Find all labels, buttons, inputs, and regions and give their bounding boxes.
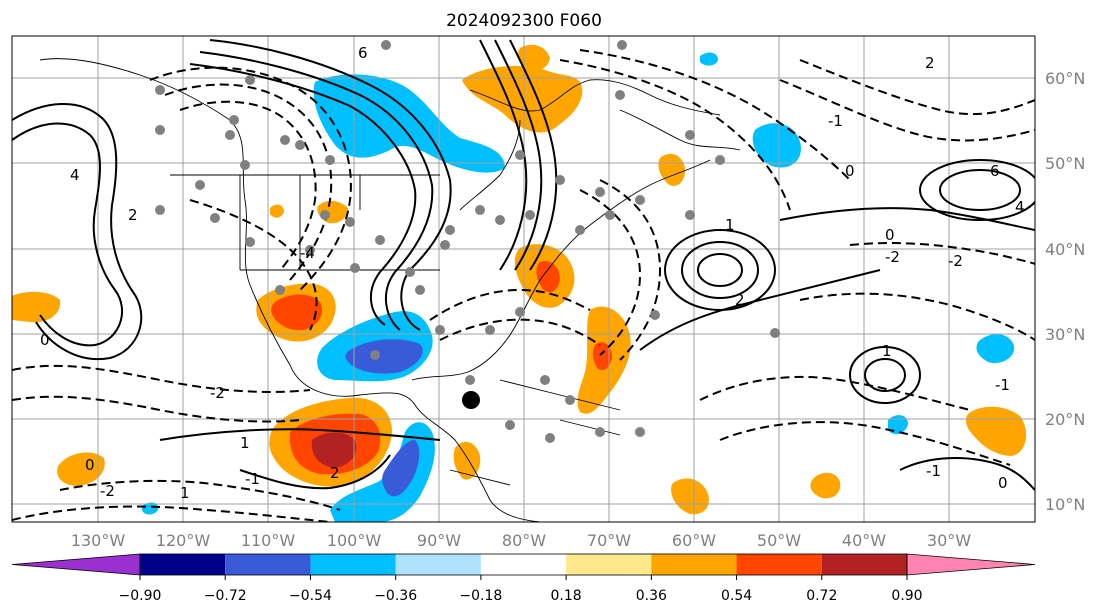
colorbar-segment bbox=[140, 554, 226, 575]
colorbar: −0.90 −0.72 −0.54 −0.36 −0.18 0.18 0.36 0.54 0.7… bbox=[11, 553, 1036, 604]
lat-label: 10°N bbox=[1045, 495, 1085, 514]
colorbar-tick-label: 0.90 bbox=[891, 588, 922, 604]
lon-label: 30°W bbox=[927, 531, 971, 550]
contour-label: 2 bbox=[128, 206, 138, 224]
lon-label: 50°W bbox=[757, 531, 801, 550]
colorbar-segment bbox=[395, 554, 481, 575]
colorbar-extend-low bbox=[11, 553, 141, 576]
lon-label: 130°W bbox=[71, 531, 126, 550]
contour-label: -2 bbox=[210, 384, 225, 402]
contour-label: 6 bbox=[358, 44, 368, 62]
contour-label: 1 bbox=[725, 216, 735, 234]
colorbar-segment bbox=[566, 554, 652, 575]
lat-label: 30°N bbox=[1045, 325, 1085, 344]
positive-anomaly-small-2 bbox=[270, 204, 284, 218]
negative-anomaly-gulf-core bbox=[345, 339, 423, 374]
positive-anomaly-west-pacific bbox=[12, 291, 61, 323]
colorbar-tick-label: −0.36 bbox=[374, 588, 417, 604]
longitude-labels: 130°W 120°W 110°W 100°W 90°W 80°W 70°W 6… bbox=[71, 531, 971, 550]
map-frame bbox=[11, 35, 1036, 523]
colorbar-tick-label: 0.54 bbox=[721, 588, 752, 604]
positive-anomaly-hudson-2 bbox=[517, 44, 550, 71]
contour-label: 0 bbox=[845, 162, 855, 180]
latitude-labels: 60°N 50°N 40°N 30°N 20°N 10°N bbox=[1045, 69, 1085, 514]
lat-label: 40°N bbox=[1045, 240, 1085, 259]
contour-label: -1 bbox=[995, 376, 1010, 394]
negative-anomaly-small-1 bbox=[700, 52, 718, 66]
lon-label: 120°W bbox=[156, 531, 211, 550]
positive-anomaly-mexico-core bbox=[311, 432, 357, 468]
negative-anomaly-central-america-core bbox=[382, 440, 420, 497]
contour-lines-dashed bbox=[12, 49, 1035, 522]
negative-anomaly-small-3 bbox=[142, 502, 159, 515]
negative-anomaly-labrador bbox=[752, 123, 801, 168]
contour-label: -1 bbox=[245, 470, 260, 488]
colorbar-tick-label: −0.18 bbox=[459, 588, 502, 604]
colorbar-segment bbox=[310, 554, 396, 575]
lat-label: 60°N bbox=[1045, 69, 1085, 88]
colorbar-segment bbox=[651, 554, 737, 575]
contour-label: 0 bbox=[85, 456, 95, 474]
contour-label: 2 bbox=[735, 291, 745, 309]
colorbar-tick-label: 0.36 bbox=[636, 588, 667, 604]
positive-anomaly-yucatan bbox=[453, 441, 481, 480]
contour-label: 0 bbox=[885, 226, 895, 244]
contour-label: -2 bbox=[948, 252, 963, 270]
colorbar-tick-label: 0.18 bbox=[551, 588, 582, 604]
positive-anomaly-east-coast-core bbox=[536, 260, 560, 293]
colorbar-extend-high bbox=[906, 553, 1036, 576]
contour-label: 0 bbox=[998, 474, 1008, 492]
colorbar-tick-label: −0.72 bbox=[204, 588, 247, 604]
contour-label: 4 bbox=[70, 166, 80, 184]
contour-label: -1 bbox=[926, 462, 941, 480]
contour-label: 2 bbox=[330, 464, 340, 482]
positive-anomaly-caribbean bbox=[671, 478, 709, 515]
contour-label: -2 bbox=[885, 248, 900, 266]
colorbar-segment bbox=[480, 554, 567, 575]
positive-anomaly-pacific-south bbox=[57, 452, 105, 486]
lon-label: 60°W bbox=[672, 531, 716, 550]
lat-label: 20°N bbox=[1045, 410, 1085, 429]
negative-anomaly-east-atlantic bbox=[976, 334, 1015, 364]
lon-label: 80°W bbox=[502, 531, 546, 550]
lon-label: 100°W bbox=[327, 531, 382, 550]
positive-anomaly-atlantic-band-core bbox=[592, 342, 612, 371]
contour-label: -4 bbox=[300, 244, 315, 262]
contour-lines bbox=[12, 39, 1035, 491]
lon-label: 90°W bbox=[417, 531, 461, 550]
negative-anomaly-north-canada bbox=[313, 74, 505, 173]
contour-label: 4 bbox=[1015, 198, 1025, 216]
colorbar-segment bbox=[225, 554, 311, 575]
contour-label: 0 bbox=[40, 331, 50, 349]
lon-label: 70°W bbox=[587, 531, 631, 550]
observation-dots bbox=[155, 40, 780, 443]
contour-label: 1 bbox=[180, 484, 190, 502]
lon-label: 110°W bbox=[241, 531, 296, 550]
contour-label: 1 bbox=[882, 342, 892, 360]
contour-label: 1 bbox=[240, 434, 250, 452]
map-title: 2024092300 F060 bbox=[446, 11, 602, 31]
colorbar-segment bbox=[821, 554, 907, 575]
positive-anomaly-southwest-core bbox=[271, 294, 323, 331]
negative-anomaly-small-2 bbox=[888, 415, 908, 435]
grid-lines bbox=[12, 36, 1035, 522]
colorbar-tick-label: −0.54 bbox=[289, 588, 332, 604]
positive-anomaly-mid-atlantic bbox=[810, 472, 841, 499]
colorbar-frame bbox=[139, 553, 908, 576]
coastlines bbox=[39, 58, 741, 522]
contour-label: -2 bbox=[100, 482, 115, 500]
colorbar-tick-label: −0.90 bbox=[119, 588, 162, 604]
lon-label: 40°W bbox=[842, 531, 886, 550]
colorbar-tick-label: 0.72 bbox=[806, 588, 837, 604]
contour-label: 6 bbox=[990, 162, 1000, 180]
contour-value-labels: 6 4 2 0 -2 -4 1 -1 2 -2 0 1 -1 6 4 2 0 -… bbox=[40, 44, 1025, 502]
contour-label: 2 bbox=[925, 54, 935, 72]
colorbar-segment bbox=[736, 554, 822, 575]
contour-label: -1 bbox=[828, 112, 843, 130]
storm-center-marker bbox=[462, 391, 480, 409]
lat-label: 50°N bbox=[1045, 154, 1085, 173]
